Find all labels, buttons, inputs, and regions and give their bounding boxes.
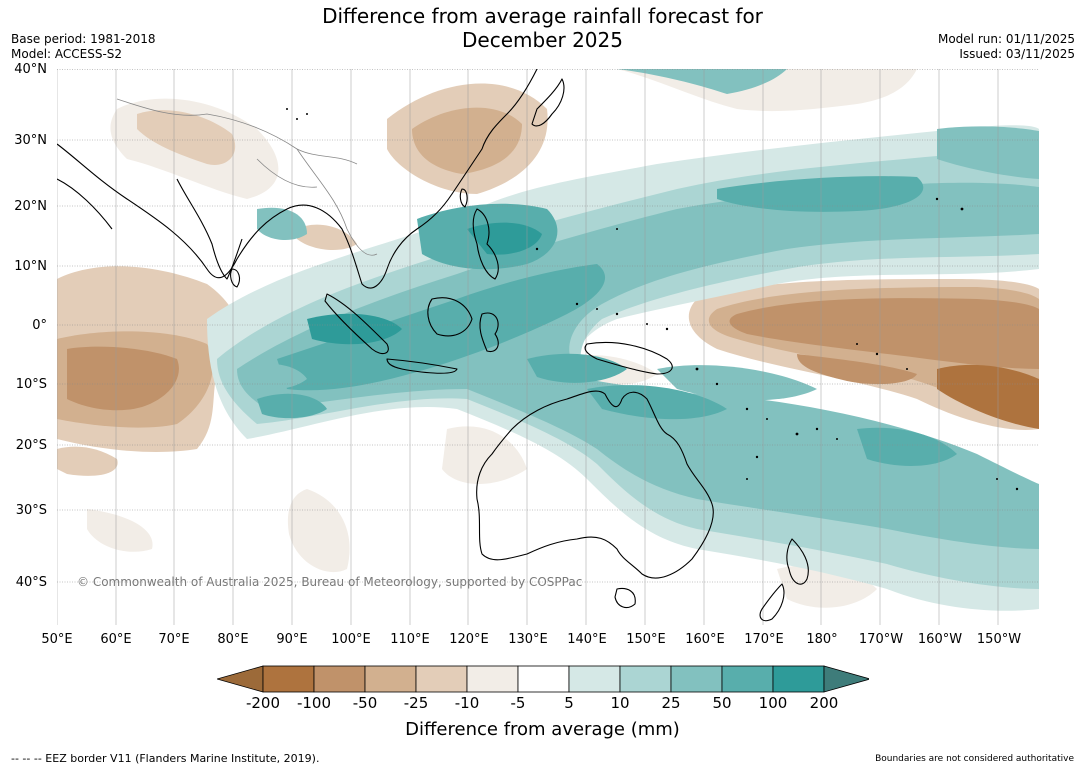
- map-title: Difference from average rainfall forecas…: [0, 4, 1085, 52]
- lon-label-150w: 150°W: [976, 632, 1022, 647]
- colorbar-tick-label: -200: [245, 694, 281, 712]
- lon-label-70e: 70°E: [158, 632, 190, 647]
- meridians: [57, 69, 999, 625]
- japan-outline: [531, 78, 565, 127]
- lon-label-90e: 90°E: [276, 632, 308, 647]
- java-outline: [386, 358, 458, 374]
- colorbar-swatch: [568, 665, 621, 693]
- colorbar-tick-label: -50: [352, 694, 378, 712]
- india-outline: [176, 178, 243, 280]
- colorbar-tick-label: 25: [661, 694, 681, 712]
- colorbar-swatch: [217, 665, 264, 693]
- wet-anomaly-regions: [207, 69, 1039, 611]
- lon-label-140e: 140°E: [567, 632, 607, 647]
- colorbar-swatch: [721, 665, 774, 693]
- lon-label-180: 180°: [806, 632, 838, 647]
- lon-label-120e: 120°E: [449, 632, 489, 647]
- issued-date: Issued: 03/11/2025: [959, 47, 1075, 61]
- colorbar-tick-label: -10: [454, 694, 480, 712]
- lat-label-10s: 10°S: [15, 377, 47, 392]
- lon-label-80e: 80°E: [217, 632, 249, 647]
- colorbar-swatch: [466, 665, 519, 693]
- colorbar-swatch: [313, 665, 366, 693]
- dry-anomaly-regions: [57, 69, 1039, 608]
- philippines-outline: [472, 208, 499, 280]
- lon-label-60e: 60°E: [100, 632, 132, 647]
- lat-label-equator: 0°: [32, 318, 47, 333]
- colorbar-tick-label: -25: [403, 694, 429, 712]
- lat-label-20n: 20°N: [14, 199, 47, 214]
- colorbar-swatch: [670, 665, 723, 693]
- lon-label-160w: 160°W: [917, 632, 963, 647]
- meta-right: Model run: 01/11/2025 Issued: 03/11/2025: [938, 32, 1075, 62]
- colorbar-swatch: [262, 665, 315, 693]
- colorbar-cells: [217, 665, 869, 693]
- colorbar-tick-label: -5: [510, 694, 526, 712]
- title-line-2: December 2025: [462, 28, 623, 52]
- colorbar-tick-label: 5: [564, 694, 574, 712]
- sulawesi-outline: [479, 312, 499, 353]
- colorbar-swatch: [364, 665, 417, 693]
- base-period: Base period: 1981-2018: [11, 32, 156, 46]
- model-run: Model run: 01/11/2025: [937, 32, 1075, 46]
- asia-mainland-outline: [57, 69, 538, 289]
- lon-label-150e: 150°E: [626, 632, 666, 647]
- colorbar-tick-label: 200: [809, 694, 839, 712]
- lat-label-40s: 40°S: [15, 575, 47, 590]
- model-name: Model: ACCESS-S2: [11, 47, 123, 61]
- colorbar-title: Difference from average (mm): [405, 719, 680, 740]
- sumatra-outline: [324, 293, 389, 355]
- borneo-outline: [427, 297, 473, 337]
- meta-left: Base period: 1981-2018 Model: ACCESS-S2: [11, 32, 156, 62]
- colorbar-swatch: [619, 665, 672, 693]
- colorbar-tick-label: -100: [296, 694, 332, 712]
- colorbar: [217, 665, 869, 693]
- lat-label-10n: 10°N: [14, 259, 47, 274]
- lon-label-100e: 100°E: [331, 632, 371, 647]
- tasmania-outline: [614, 587, 636, 609]
- lat-label-30s: 30°S: [15, 503, 47, 518]
- colorbar-tick-label: 10: [610, 694, 630, 712]
- lat-label-30n: 30°N: [14, 133, 47, 148]
- lon-label-160e: 160°E: [685, 632, 725, 647]
- coastlines: [57, 69, 809, 622]
- new-guinea-outline: [584, 341, 673, 375]
- taiwan-outline: [459, 188, 468, 208]
- title-line-1: Difference from average rainfall forecas…: [322, 4, 763, 28]
- pacific-islands: [286, 108, 1019, 491]
- boundaries-disclaimer: Boundaries are not considered authoritat…: [875, 754, 1074, 764]
- copyright-notice: © Commonwealth of Australia 2025, Bureau…: [77, 575, 583, 589]
- eez-border-note: -- -- -- EEZ border V11 (Flanders Marine…: [11, 752, 320, 765]
- new-zealand-outline: [759, 538, 809, 622]
- graticule: [57, 69, 1039, 583]
- lat-label-20s: 20°S: [15, 438, 47, 453]
- colorbar-swatch: [517, 665, 570, 693]
- colorbar-tick-label: 100: [758, 694, 788, 712]
- sri-lanka-outline: [230, 268, 241, 288]
- lon-label-170w: 170°W: [858, 632, 904, 647]
- australia-outline: [476, 390, 714, 579]
- rainfall-anomaly-map: [57, 69, 1039, 625]
- lon-label-110e: 110°E: [390, 632, 430, 647]
- lon-label-50e: 50°E: [41, 632, 73, 647]
- borders: [116, 98, 378, 256]
- arabia-outline: [57, 178, 113, 230]
- lon-label-130e: 130°E: [508, 632, 548, 647]
- colorbar-swatch: [415, 665, 468, 693]
- colorbar-swatch: [772, 665, 825, 693]
- colorbar-tick-label: 50: [712, 694, 732, 712]
- lon-label-170e: 170°E: [744, 632, 784, 647]
- lat-label-40n: 40°N: [14, 62, 47, 77]
- colorbar-swatch: [823, 665, 869, 693]
